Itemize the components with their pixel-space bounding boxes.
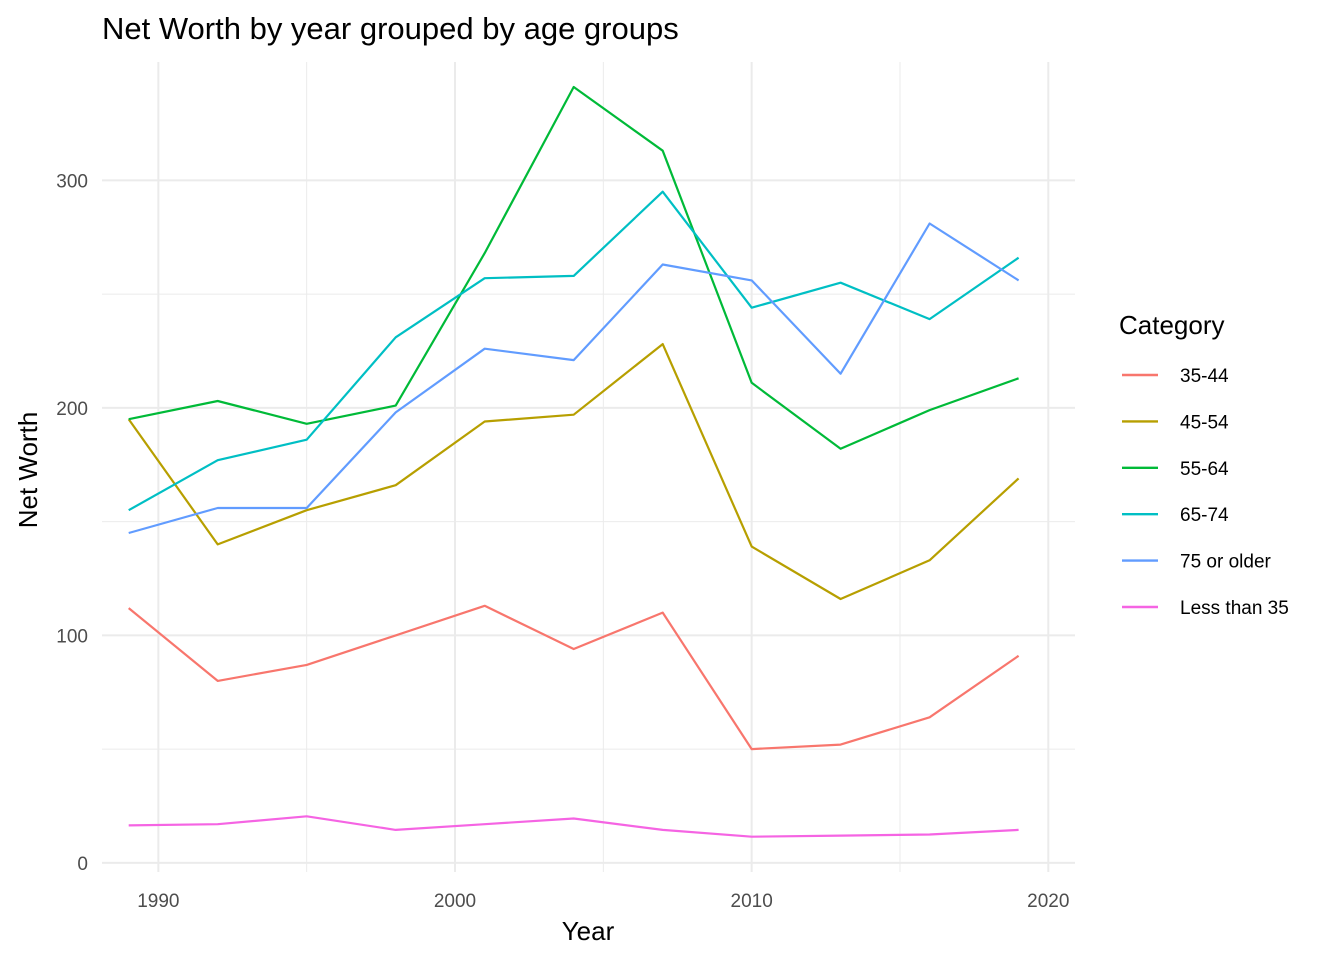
x-axis-title: Year: [562, 916, 615, 946]
grid: [102, 62, 1075, 872]
y-tick-label: 100: [56, 626, 88, 647]
series-line-65-74: [128, 190, 1020, 512]
legend-label: 45-54: [1180, 412, 1229, 433]
legend-item: 35-44: [1122, 366, 1229, 387]
legend-item: 45-54: [1122, 412, 1229, 433]
legend-label: 55-64: [1180, 459, 1229, 480]
legend-label: 35-44: [1180, 366, 1229, 387]
legend-label: Less than 35: [1180, 598, 1289, 619]
y-tick-label: 0: [77, 854, 88, 875]
series-line-45-54: [127, 343, 1020, 601]
legend-item: 75 or older: [1122, 552, 1272, 573]
legend-item: Less than 35: [1122, 598, 1289, 619]
chart-title: Net Worth by year grouped by age groups: [102, 11, 679, 46]
x-tick-label: 2010: [731, 891, 773, 912]
y-tick-label: 200: [56, 399, 88, 420]
series-line-55-64: [128, 85, 1019, 450]
legend-title: Category: [1119, 310, 1225, 340]
series-lines: [127, 85, 1020, 838]
legend-item: 65-74: [1122, 505, 1229, 526]
x-axis-ticks: 1990 2000 2010 2020: [137, 891, 1069, 912]
legend-item: 55-64: [1122, 459, 1229, 480]
series-line-35-44: [128, 604, 1020, 751]
y-tick-label: 300: [56, 171, 88, 192]
legend-label: 75 or older: [1180, 552, 1272, 573]
x-tick-label: 1990: [137, 891, 179, 912]
series-line-75-or-older: [128, 222, 1020, 535]
series-line-less-than-35: [128, 815, 1019, 838]
y-axis-ticks: 0 100 200 300: [56, 171, 88, 875]
x-tick-label: 2000: [434, 891, 476, 912]
y-axis-title: Net Worth: [13, 412, 43, 529]
legend: Category 35-44 45-54 55-64 65-74 75 or older…: [1119, 310, 1289, 619]
x-tick-label: 2020: [1027, 891, 1069, 912]
legend-label: 65-74: [1180, 505, 1229, 526]
